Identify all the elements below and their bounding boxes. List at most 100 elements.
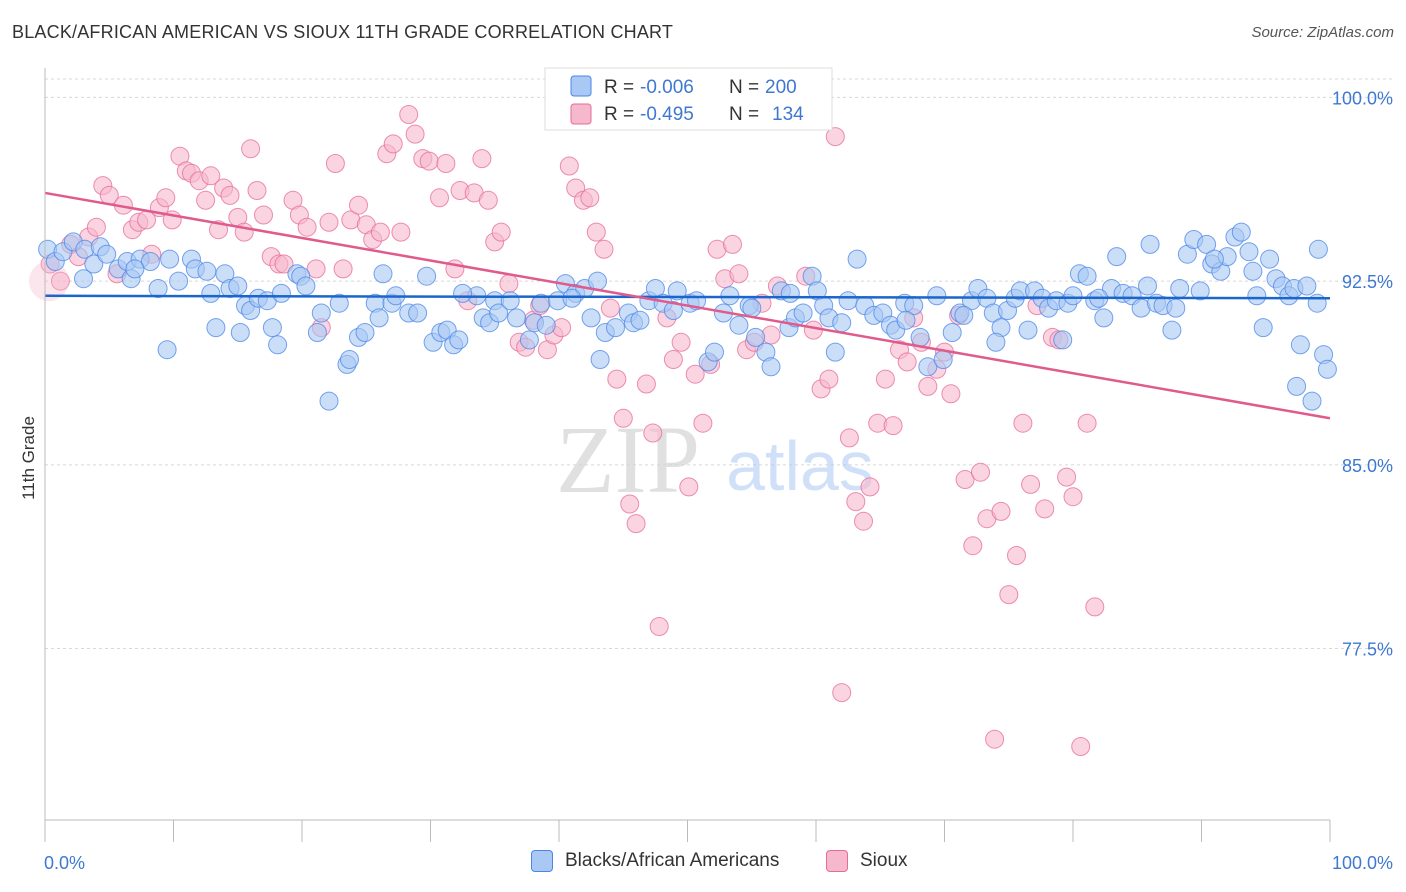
blacks-point: [1166, 298, 1186, 318]
blacks-point: [705, 342, 724, 362]
blacks-point: [942, 323, 962, 342]
blacks-point: [590, 350, 610, 369]
sioux-point: [1063, 487, 1083, 507]
blacks-point: [1053, 330, 1073, 350]
sioux-point: [430, 188, 449, 208]
sioux-point: [918, 376, 938, 396]
sioux-point: [499, 274, 519, 294]
blacks-point: [340, 350, 359, 369]
blacks-point: [986, 332, 1006, 352]
legend-label-sioux: Sioux: [860, 850, 908, 871]
sioux-point: [247, 181, 267, 200]
blacks-point: [825, 342, 845, 362]
trend-layer: [44, 191, 1331, 420]
legend-top-n-label-1: N =: [729, 77, 759, 98]
blacks-point: [329, 293, 349, 313]
blacks-point: [746, 327, 766, 347]
legend-swatch-blue: [531, 850, 553, 872]
blacks-point: [228, 276, 248, 296]
sioux-point: [897, 352, 917, 372]
blacks-point: [838, 291, 858, 311]
blacks-point: [408, 303, 428, 323]
blacks-point: [1231, 222, 1251, 242]
sioux-point: [201, 166, 221, 186]
legend-top-r-label-2: R =: [604, 104, 634, 125]
sioux-point: [580, 188, 600, 208]
sioux-point: [586, 222, 606, 242]
chart-title: BLACK/AFRICAN AMERICAN VS SIOUX 11TH GRA…: [12, 22, 674, 42]
y-tick-label: 92.5%: [1342, 272, 1393, 292]
legend-item-blacks: Blacks/African Americans: [531, 850, 779, 872]
sioux-point: [333, 259, 353, 279]
legend-top-r-value-2: -0.495: [640, 104, 694, 125]
sioux-point: [875, 369, 895, 389]
sioux-point: [1013, 413, 1033, 433]
sioux-point: [1007, 546, 1026, 565]
sioux-point: [28, 261, 69, 302]
blacks-point: [355, 323, 375, 342]
sioux-point: [671, 332, 691, 352]
blacks-point: [910, 327, 930, 347]
sioux-point: [399, 105, 419, 124]
blacks-point: [896, 310, 916, 330]
blacks-point: [954, 305, 974, 325]
blacks-point: [562, 288, 582, 308]
blacks-point: [663, 301, 683, 320]
sioux-point: [803, 320, 823, 340]
blacks-point: [780, 283, 800, 303]
blacks-point: [1107, 247, 1127, 267]
sioux-point: [419, 151, 439, 171]
blacks-point: [489, 303, 509, 323]
sioux-point: [1085, 597, 1105, 617]
sioux-trend-line: [44, 191, 1331, 420]
sioux-point: [825, 127, 845, 147]
blacks-point: [296, 276, 316, 296]
sioux-point: [383, 134, 403, 154]
sioux-point: [472, 149, 492, 169]
blacks-point: [536, 315, 556, 335]
sioux-point: [643, 423, 663, 443]
sioux-point: [1021, 474, 1041, 494]
blacks-point: [1077, 266, 1097, 286]
legend-top-n-value-2: 134: [772, 104, 804, 125]
sioux-point: [663, 350, 683, 369]
blacks-point: [1297, 276, 1317, 296]
blacks-point: [125, 259, 145, 279]
blacks-point: [373, 264, 393, 284]
blacks-point: [500, 291, 520, 311]
sioux-point: [846, 492, 866, 512]
y-axis-label: 11th Grade: [19, 416, 38, 500]
blacks-point: [847, 249, 867, 269]
sioux-point: [819, 369, 839, 389]
blacks-point: [417, 266, 437, 286]
sioux-point: [941, 384, 961, 404]
legend-item-sioux: Sioux: [826, 850, 908, 872]
blacks-point: [1290, 335, 1310, 355]
sioux-point: [854, 511, 873, 531]
sioux-point: [832, 683, 852, 703]
blacks-point: [230, 323, 250, 342]
blacks-point: [832, 313, 852, 333]
y-tick-label: 85.0%: [1342, 456, 1393, 476]
blacks-point: [449, 330, 469, 350]
blacks-point: [206, 318, 226, 338]
blacks-point: [271, 283, 291, 303]
sioux-point: [723, 234, 742, 254]
black-african-american-points: [38, 222, 1337, 411]
blacks-point: [201, 283, 221, 303]
blacks-point: [793, 303, 813, 323]
blacks-point: [140, 252, 160, 271]
blacks-point: [720, 286, 740, 306]
blacks-point: [1307, 293, 1327, 313]
blacks-point: [606, 318, 625, 338]
sioux-point: [274, 254, 294, 274]
sioux-point: [436, 154, 456, 173]
sioux-point: [156, 188, 176, 208]
blacks-point: [157, 340, 177, 360]
sioux-point: [86, 217, 106, 237]
blacks-point: [667, 281, 687, 301]
chart-source: Source: ZipAtlas.com: [1251, 24, 1394, 41]
sioux-point: [1077, 413, 1097, 433]
blacks-trend-line: [44, 294, 1331, 300]
